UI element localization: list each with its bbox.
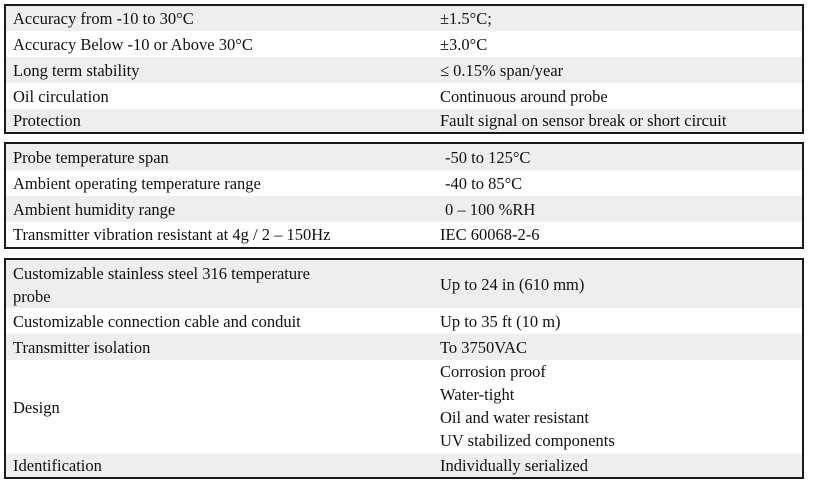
table-row: Accuracy from -10 to 30°C ±1.5°C;: [6, 6, 802, 31]
design-values: Corrosion proof Water-tight Oil and wate…: [440, 360, 615, 452]
row-label: Identification: [13, 456, 102, 475]
table-row: Ambient operating temperature range -40 …: [6, 170, 802, 196]
row-value: ≤ 0.15% span/year: [440, 60, 564, 80]
row-value: -50 to 125°C: [445, 147, 531, 167]
design-item: Oil and water resistant: [440, 408, 589, 427]
row-value: ±1.5°C;: [440, 9, 492, 28]
row-value: -40 to 85°C: [445, 173, 523, 193]
row-value: Fault signal on sensor break or short ci…: [440, 111, 727, 130]
design-item: Water-tight: [440, 385, 515, 404]
design-item: Corrosion proof: [440, 362, 546, 381]
row-value: ±3.0°C: [440, 34, 488, 54]
table-row: Long term stability ≤ 0.15% span/year: [6, 57, 802, 83]
row-value: Continuous around probe: [440, 86, 608, 106]
table-row: Accuracy Below -10 or Above 30°C ±3.0°C: [6, 31, 802, 57]
accuracy-table: Accuracy from -10 to 30°C ±1.5°C; Accura…: [4, 4, 804, 134]
table-row: Identification Individually serialized: [6, 454, 802, 477]
row-value: To 3750VAC: [440, 337, 528, 357]
row-label: Long term stability: [13, 60, 140, 80]
row-label: Customizable stainless steel 316 tempera…: [13, 264, 310, 306]
table-row: Oil circulation Continuous around probe: [6, 83, 802, 109]
table-row: Customizable stainless steel 316 tempera…: [6, 260, 802, 308]
environment-table: Probe temperature span -50 to 125°C Ambi…: [4, 142, 804, 249]
row-label: Accuracy from -10 to 30°C: [13, 9, 194, 28]
table-row: Probe temperature span -50 to 125°C: [6, 144, 802, 170]
row-value: Individually serialized: [440, 456, 588, 475]
design-item: UV stabilized components: [440, 431, 615, 450]
row-value: Up to 24 in (610 mm): [440, 274, 585, 294]
row-label: Accuracy Below -10 or Above 30°C: [13, 34, 253, 54]
table-row: Transmitter isolation To 3750VAC: [6, 334, 802, 360]
row-label: Protection: [13, 111, 81, 130]
table-row: Transmitter vibration resistant at 4g / …: [6, 222, 802, 247]
row-label: Probe temperature span: [13, 147, 169, 167]
table-row: Ambient humidity range 0 – 100 %RH: [6, 196, 802, 222]
row-value: IEC 60068-2-6: [440, 225, 540, 244]
row-value: 0 – 100 %RH: [445, 199, 536, 219]
row-label: Oil circulation: [13, 86, 109, 106]
row-label: Transmitter vibration resistant at 4g / …: [13, 225, 331, 244]
row-label: Ambient operating temperature range: [13, 173, 261, 193]
table-row: Customizable connection cable and condui…: [6, 308, 802, 334]
construction-table: Customizable stainless steel 316 tempera…: [4, 258, 804, 479]
row-label: Ambient humidity range: [13, 199, 176, 219]
row-label: Design: [13, 397, 60, 417]
row-value: Up to 35 ft (10 m): [440, 311, 561, 331]
table-row: Protection Fault signal on sensor break …: [6, 109, 802, 132]
table-row: Design Corrosion proof Water-tight Oil a…: [6, 360, 802, 454]
row-label: Transmitter isolation: [13, 337, 151, 357]
row-label: Customizable connection cable and condui…: [13, 311, 301, 331]
